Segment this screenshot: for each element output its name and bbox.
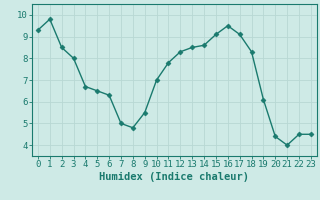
X-axis label: Humidex (Indice chaleur): Humidex (Indice chaleur)	[100, 172, 249, 182]
